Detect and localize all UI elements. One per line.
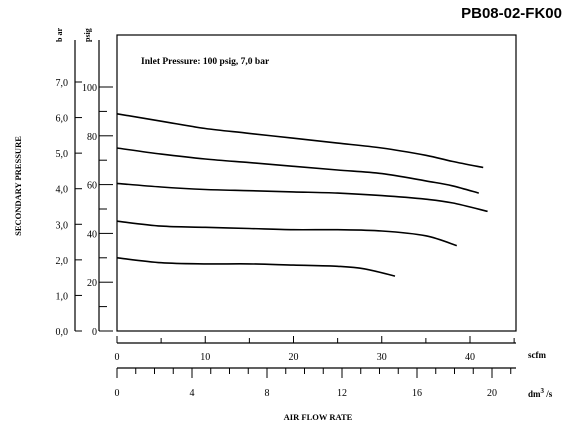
psig-tick-label: 0 <box>92 327 97 338</box>
bar-units-label: b ar <box>55 28 64 42</box>
dm3s-tick-label: 16 <box>412 388 422 399</box>
bar-tick-label: 6,0 <box>56 114 69 125</box>
plot-frame <box>116 34 517 332</box>
dm3s-units-label: dm3 /s <box>528 387 553 399</box>
dm3s-tick-label: 0 <box>115 388 120 399</box>
bar-tick-label: 4,0 <box>56 185 69 196</box>
curve-line-2 <box>116 147 480 194</box>
psig-tick-label: 80 <box>87 132 97 143</box>
bar-tick-label: 1,0 <box>56 291 69 302</box>
psig-units-label: psig <box>83 28 92 42</box>
psig-tick-label: 60 <box>87 181 97 192</box>
scfm-tick-label: 0 <box>115 352 120 363</box>
curve-line-3 <box>116 182 488 213</box>
bar-tick-label: 2,0 <box>56 256 69 267</box>
dm3s-tick-label: 8 <box>265 388 270 399</box>
scfm-tick-label: 30 <box>377 352 387 363</box>
psig-tick-label: 20 <box>87 278 97 289</box>
dm3s-tick-label: 20 <box>487 388 497 399</box>
scfm-tick-label: 10 <box>200 352 210 363</box>
dm3s-tick-label: 4 <box>190 388 195 399</box>
bar-tick-label: 5,0 <box>56 149 69 160</box>
inlet-pressure-annotation: Inlet Pressure: 100 psig, 7,0 bar <box>141 57 270 67</box>
curve-line-5 <box>116 257 396 277</box>
scfm-tick-label: 20 <box>289 352 299 363</box>
scfm-tick-label: 40 <box>465 352 475 363</box>
bar-tick-label: 0,0 <box>56 327 69 338</box>
bar-tick-label: 3,0 <box>56 220 69 231</box>
bar-tick-label: 7,0 <box>56 78 69 89</box>
x-axis-title: AIR FLOW RATE <box>284 412 353 422</box>
chart-code: PB08-02-FK00 <box>461 5 562 22</box>
psig-tick-label: 40 <box>87 229 97 240</box>
dm3s-tick-label: 12 <box>337 388 347 399</box>
scfm-units-label: scfm <box>528 350 546 360</box>
y-axis-title: SECONDARY PRESSURE <box>13 136 23 236</box>
curve-line-1 <box>116 113 484 169</box>
psig-tick-label: 100 <box>82 83 97 94</box>
curve-line-4 <box>116 220 458 247</box>
